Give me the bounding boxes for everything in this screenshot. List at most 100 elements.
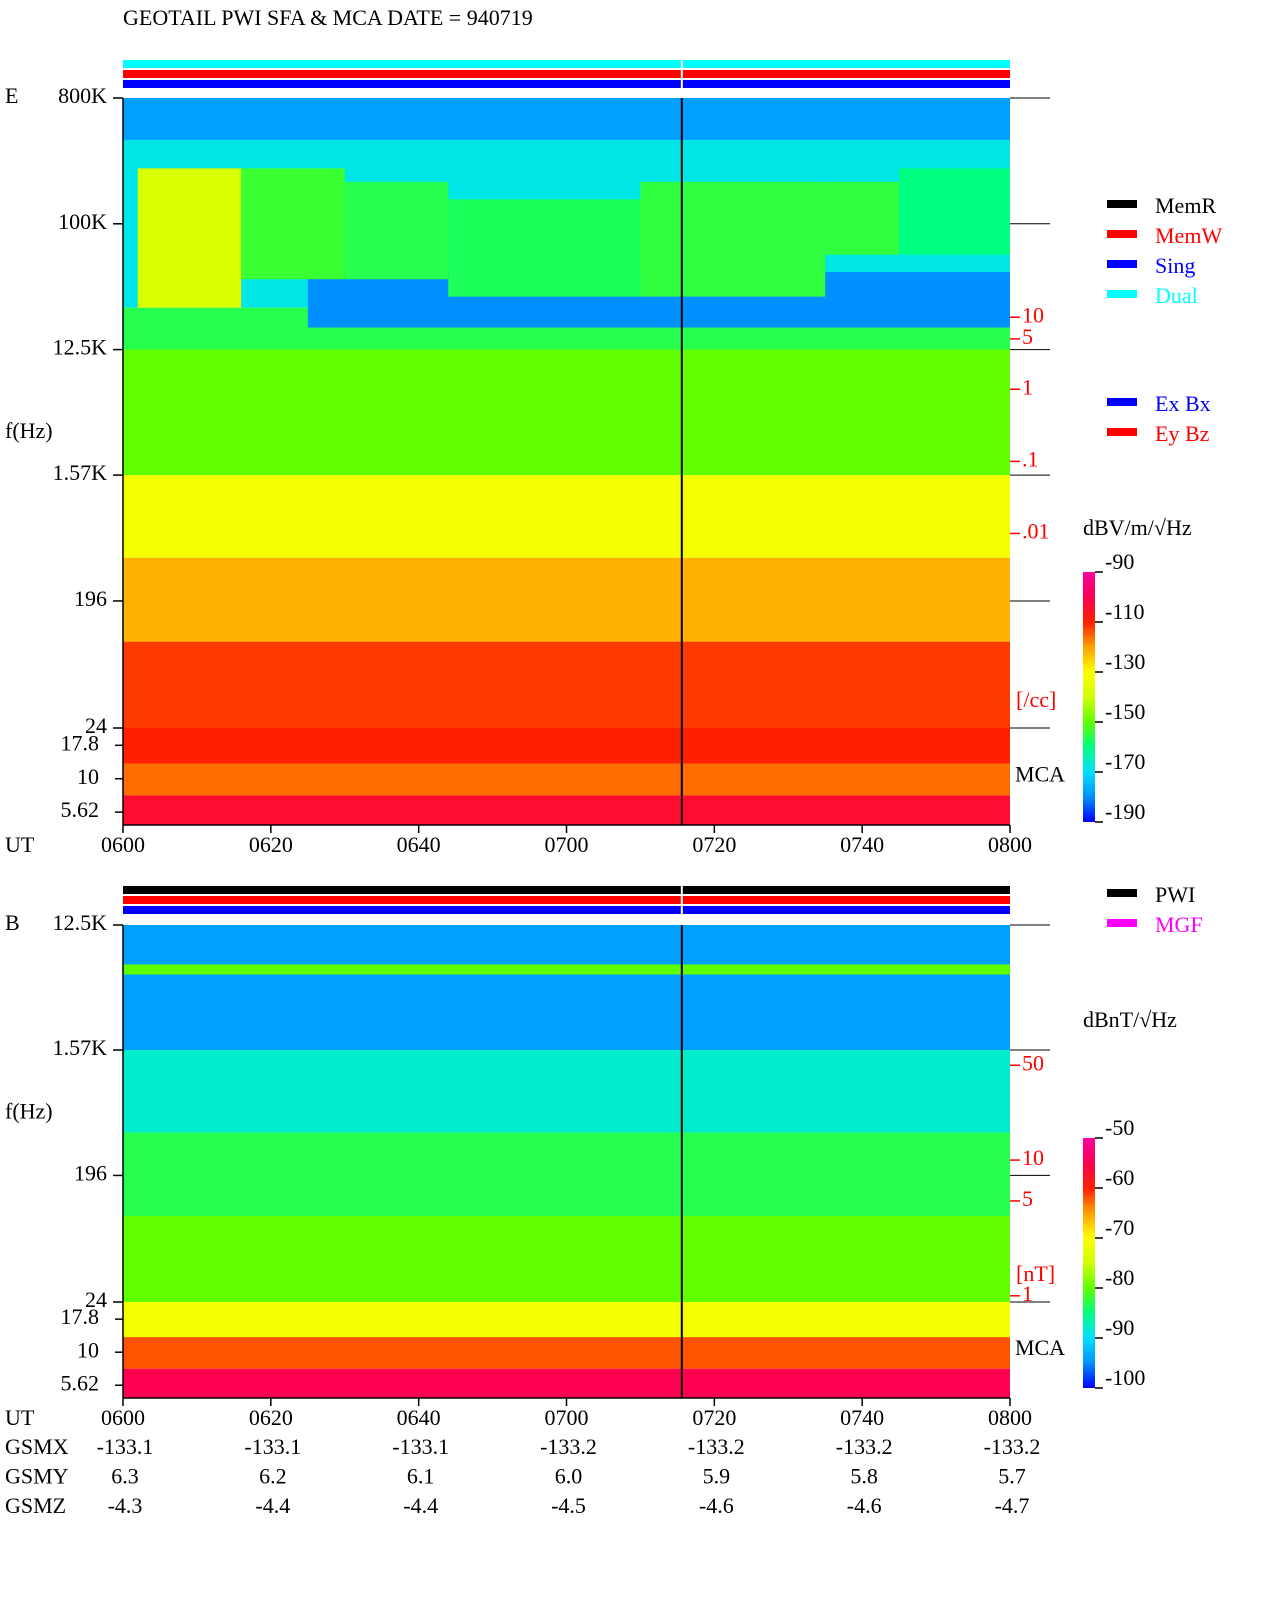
x-axis-label: UT <box>5 832 35 857</box>
spectrogram-band <box>123 98 1010 140</box>
legend-label: MemW <box>1155 223 1222 248</box>
colorbar-tick-label: -110 <box>1105 599 1145 624</box>
panel-label: E <box>5 83 18 108</box>
legend-label: Ex Bx <box>1155 391 1211 416</box>
colorbar-tick-label: -80 <box>1105 1265 1134 1290</box>
colorbar-tick-label: -70 <box>1105 1215 1134 1240</box>
legend-label: MGF <box>1155 912 1203 937</box>
x-tick-label: 0740 <box>840 832 884 857</box>
y2-tick-label: .01 <box>1022 519 1050 544</box>
mca-band <box>123 1302 1010 1338</box>
y-tick-label: 24 <box>85 713 107 738</box>
y-tick-label: 1.57K <box>53 1035 108 1060</box>
spectrogram-cell <box>448 199 641 297</box>
spectrogram-cell <box>899 168 1010 255</box>
y-tick-label: 100K <box>58 209 107 234</box>
ephemeris-value: -4.4 <box>255 1493 290 1518</box>
colorbar-tick-label: -60 <box>1105 1165 1134 1190</box>
y2-tick-label: 1 <box>1022 374 1033 399</box>
spectrogram-band <box>123 1050 1010 1133</box>
status-bar <box>123 896 1010 904</box>
y-axis-label: f(Hz) <box>5 1099 53 1124</box>
spectrogram-cell <box>241 168 345 280</box>
x-tick-label: 0720 <box>692 832 736 857</box>
legend-label: MemR <box>1155 193 1216 218</box>
ephemeris-value: -133.2 <box>540 1434 597 1459</box>
ephemeris-value: 5.9 <box>703 1464 731 1489</box>
colorbar-label: dBV/m/√Hz <box>1083 515 1192 540</box>
mca-band <box>123 1337 1010 1369</box>
x-tick-label: 0740 <box>840 1405 884 1430</box>
ephemeris-value: -133.1 <box>392 1434 449 1459</box>
y2-tick-label: 5 <box>1022 1186 1033 1211</box>
y2-tick-label: .1 <box>1022 446 1039 471</box>
ephemeris-value: 6.1 <box>407 1464 435 1489</box>
status-bar <box>123 60 1010 68</box>
spectrogram-band <box>123 1132 1010 1216</box>
y2-axis-label: [/cc] <box>1016 687 1056 712</box>
y-tick-label: 196 <box>74 1160 107 1185</box>
spectrogram-band <box>123 925 1010 1051</box>
legend-swatch <box>1107 260 1137 268</box>
colorbar-tick-label: -130 <box>1105 649 1145 674</box>
x-tick-label: 0620 <box>249 832 293 857</box>
ephemeris-value: -133.2 <box>836 1434 893 1459</box>
legend-label: Dual <box>1155 283 1198 308</box>
x-tick-label: 0600 <box>101 832 145 857</box>
ephemeris-value: 5.8 <box>850 1464 878 1489</box>
x-tick-label: 0720 <box>692 1405 736 1430</box>
legend-swatch <box>1107 889 1137 897</box>
y-tick-label: 800K <box>58 83 107 108</box>
spectrogram-band <box>123 349 1010 476</box>
y-axis-label: f(Hz) <box>5 418 53 443</box>
status-bar <box>123 80 1010 88</box>
ephemeris-value: -133.2 <box>984 1434 1041 1459</box>
mca-band <box>123 728 1010 764</box>
x-tick-label: 0640 <box>397 832 441 857</box>
spectrogram-cell <box>825 181 900 255</box>
x-axis-label: UT <box>5 1405 35 1430</box>
legend-swatch <box>1107 398 1137 406</box>
x-tick-label: 0700 <box>545 832 589 857</box>
ephemeris-value: -4.5 <box>551 1493 586 1518</box>
mca-tick-label: 5.62 <box>61 797 100 822</box>
mca-tick-label: 17.8 <box>61 1304 100 1329</box>
status-bar <box>123 906 1010 914</box>
mca-tick-label: 5.62 <box>61 1370 100 1395</box>
ephemeris-value: -4.3 <box>108 1493 143 1518</box>
legend-swatch <box>1107 919 1137 927</box>
ephemeris-value: -133.2 <box>688 1434 745 1459</box>
legend-swatch <box>1107 428 1137 436</box>
legend-swatch <box>1107 290 1137 298</box>
ephemeris-value: -4.7 <box>995 1493 1030 1518</box>
ephemeris-label: GSMX <box>5 1434 69 1459</box>
colorbar-label: dBnT/√Hz <box>1083 1007 1177 1032</box>
y2-axis-label: [nT] <box>1016 1261 1055 1286</box>
mca-band <box>123 795 1010 825</box>
colorbar-tick-label: -90 <box>1105 549 1134 574</box>
y-tick-label: 12.5K <box>53 910 108 935</box>
x-tick-label: 0700 <box>545 1405 589 1430</box>
chart-title: GEOTAIL PWI SFA & MCA DATE = 940719 <box>123 5 533 30</box>
legend-swatch <box>1107 230 1137 238</box>
legend-label: Ey Bz <box>1155 421 1210 446</box>
spectrogram-band <box>123 1215 1010 1302</box>
spectrogram-cell <box>137 168 242 308</box>
ephemeris-value: -133.1 <box>244 1434 301 1459</box>
colorbar <box>1083 1138 1095 1388</box>
mca-tick-label: 17.8 <box>61 730 100 755</box>
status-bar <box>123 886 1010 894</box>
spectrogram-cell <box>344 181 449 280</box>
spectrogram-cell <box>640 181 826 297</box>
mca-label: MCA <box>1015 762 1065 787</box>
y2-tick-label: 10 <box>1022 1145 1044 1170</box>
colorbar-tick-label: -170 <box>1105 749 1145 774</box>
panel-label: B <box>5 910 20 935</box>
y-tick-label: 12.5K <box>53 335 108 360</box>
ephemeris-value: -4.6 <box>847 1493 882 1518</box>
y-tick-label: 24 <box>85 1287 107 1312</box>
ephemeris-value: 5.7 <box>998 1464 1026 1489</box>
colorbar-tick-label: -100 <box>1105 1365 1145 1390</box>
x-tick-label: 0800 <box>988 832 1032 857</box>
